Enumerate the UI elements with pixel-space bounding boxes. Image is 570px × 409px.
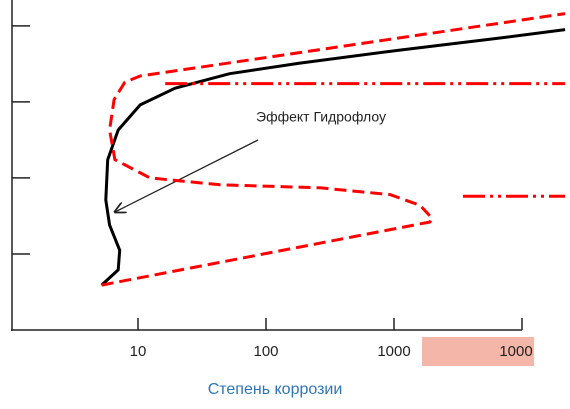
annotation-arrow <box>115 139 259 212</box>
series-line <box>101 12 566 287</box>
annotation: Эффект Гидрофлоу <box>256 109 386 125</box>
label-highlight <box>422 337 534 366</box>
x-tick-label: 10 <box>130 343 147 360</box>
series-line <box>100 28 566 287</box>
x-tick-label: 1000 <box>377 343 410 360</box>
x-tick-label: 1000 <box>499 343 532 360</box>
x-axis-label: Степень коррозии <box>208 381 343 398</box>
x-tick-label: 100 <box>253 343 278 360</box>
